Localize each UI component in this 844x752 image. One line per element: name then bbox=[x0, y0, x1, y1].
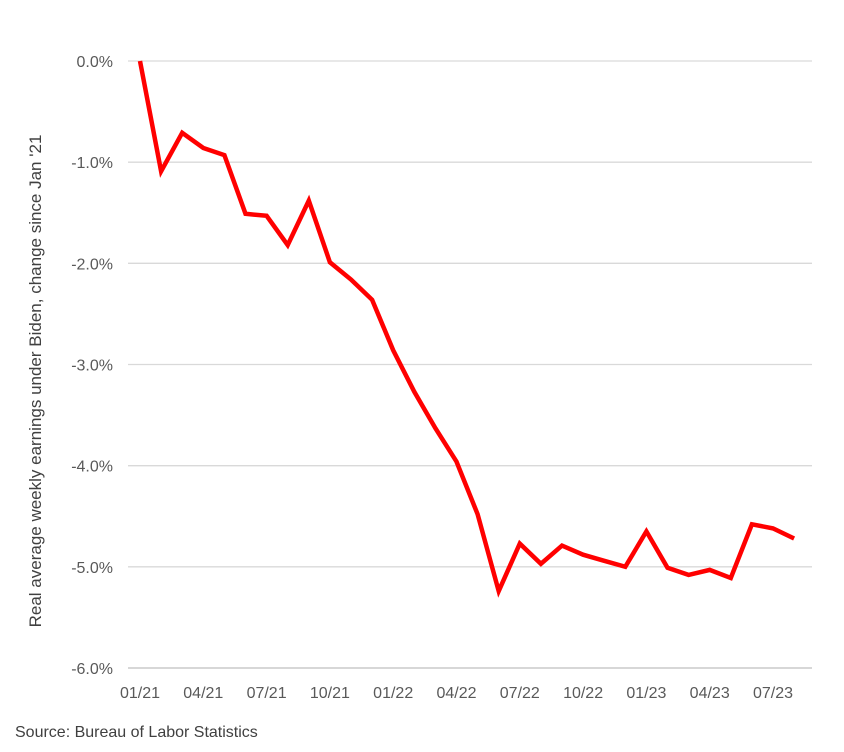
x-tick-label: 07/23 bbox=[753, 685, 793, 702]
x-tick-label: 04/21 bbox=[183, 685, 223, 702]
y-tick-label: -3.0% bbox=[71, 358, 113, 375]
x-tick-label: 01/23 bbox=[626, 685, 666, 702]
x-tick-label: 10/21 bbox=[310, 685, 350, 702]
source-note: Source: Bureau of Labor Statistics bbox=[15, 724, 258, 741]
y-axis-title: Real average weekly earnings under Biden… bbox=[26, 135, 45, 628]
x-tick-label: 07/22 bbox=[500, 685, 540, 702]
series-line bbox=[137, 60, 796, 598]
y-tick-label: 0.0% bbox=[77, 54, 113, 71]
x-tick-label: 07/21 bbox=[247, 685, 287, 702]
x-tick-label: 04/22 bbox=[436, 685, 476, 702]
series-group bbox=[137, 60, 796, 598]
y-tick-labels: 0.0% -1.0% -2.0% -3.0% -4.0% -5.0% -6.0% bbox=[71, 54, 113, 678]
y-tick-label: -5.0% bbox=[71, 560, 113, 577]
y-tick-label: -1.0% bbox=[71, 155, 113, 172]
x-tick-label: 01/22 bbox=[373, 685, 413, 702]
x-tick-label: 10/22 bbox=[563, 685, 603, 702]
y-tick-label: -4.0% bbox=[71, 459, 113, 476]
y-tick-label: -2.0% bbox=[71, 256, 113, 273]
gridlines bbox=[128, 60, 812, 669]
x-tick-labels: 01/21 04/21 07/21 10/21 01/22 04/22 07/22 10/22… bbox=[120, 685, 793, 702]
y-tick-label: -6.0% bbox=[71, 661, 113, 678]
x-tick-label: 04/23 bbox=[690, 685, 730, 702]
x-tick-label: 01/21 bbox=[120, 685, 160, 702]
